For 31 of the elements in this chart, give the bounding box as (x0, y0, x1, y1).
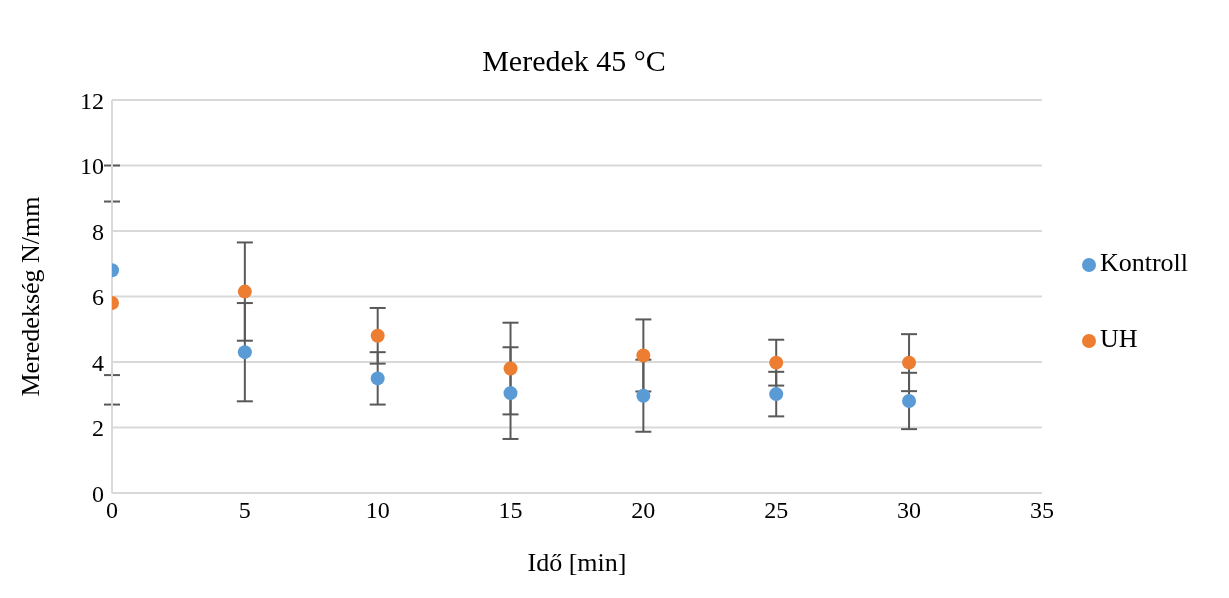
point (370, 371, 385, 386)
y-tick-label: 4 (92, 349, 104, 376)
x-tick-label: 10 (365, 497, 390, 524)
point (902, 355, 917, 370)
chart-title: Meredek 45 °C (481, 44, 667, 78)
point (237, 284, 252, 299)
y-tick-label: 0 (92, 480, 104, 507)
point (370, 328, 385, 343)
x-tick-label: 30 (897, 497, 922, 524)
y-tick-label: 8 (92, 218, 104, 245)
x-tick-label: 25 (764, 497, 789, 524)
point (503, 361, 518, 376)
x-tick-label: 5 (238, 497, 251, 524)
point (503, 386, 518, 401)
legend-label: UH (1099, 323, 1138, 353)
x-tick-label: 15 (498, 497, 523, 524)
x-tick-label: 35 (1029, 497, 1054, 524)
point (636, 388, 651, 403)
y-tick-label: 6 (92, 284, 104, 311)
y-tick-label: 10 (80, 153, 104, 180)
legend-label: Kontroll (1099, 247, 1188, 277)
point (902, 393, 917, 408)
point (769, 387, 784, 402)
point (237, 345, 252, 360)
y-tick-label: 2 (92, 415, 104, 442)
y-axis-title: Meredekség N/mm (16, 196, 46, 397)
y-tick-label: 12 (80, 87, 104, 114)
x-axis-title: Idő [min] (527, 548, 627, 577)
point (636, 348, 651, 363)
point (769, 355, 784, 370)
x-tick-label: 20 (631, 497, 656, 524)
